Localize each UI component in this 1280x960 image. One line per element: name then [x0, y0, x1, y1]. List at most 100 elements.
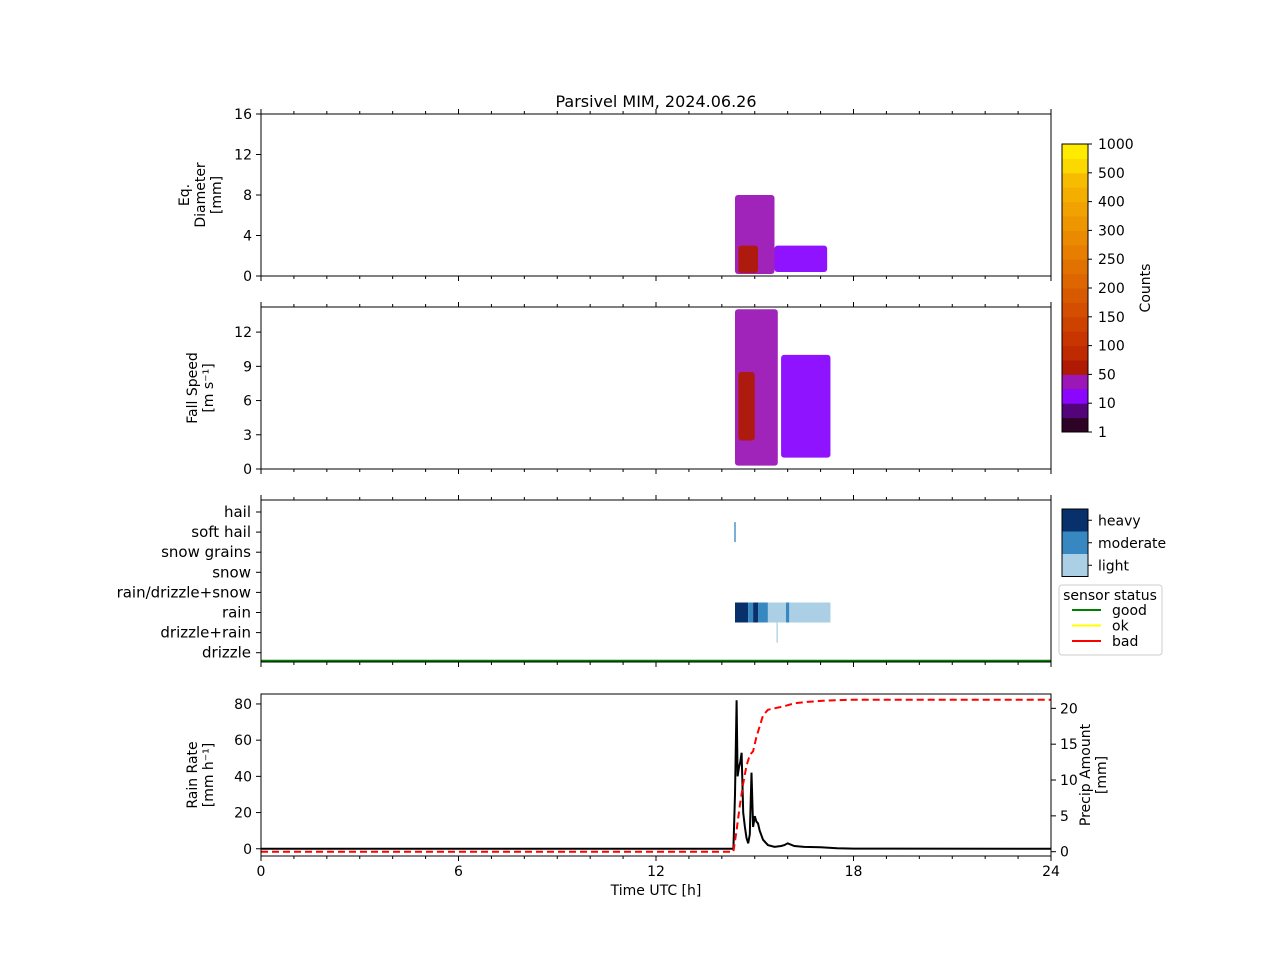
colorbar-tick-label: 150: [1098, 310, 1125, 326]
colorbar-segment: [1062, 403, 1088, 419]
y-tick-label: 60: [234, 733, 252, 749]
colorbar-segment: [1062, 273, 1088, 289]
y-axis-label: Fall Speed: [185, 352, 201, 423]
colorbar-tick-label: 400: [1098, 195, 1125, 211]
axes-frame: [260, 693, 1052, 857]
axes-frame: [260, 113, 1052, 277]
precip-amount-line: [261, 698, 1051, 853]
colorbar-segment: [1062, 144, 1088, 159]
y-axis-label: [mm h⁻¹]: [201, 743, 217, 808]
colorbar-segment: [1062, 230, 1088, 246]
y-axis-label-right: [mm]: [1094, 756, 1110, 794]
colorbar-segment: [1062, 360, 1088, 375]
category-label: rain/drizzle+snow: [117, 583, 251, 601]
colorbar-tick-label: 1000: [1098, 137, 1134, 153]
y-tick-label: 0: [243, 842, 252, 858]
x-tick-label: 24: [1042, 864, 1060, 880]
count-cell: [738, 372, 755, 441]
axes-frame: [260, 499, 1052, 663]
y-tick-label: 40: [234, 769, 252, 785]
colorbar-segment: [1062, 316, 1088, 332]
precip-type-segment: [786, 602, 790, 623]
y-tick-label-right: 10: [1060, 773, 1078, 789]
colorbar-segment: [1062, 216, 1088, 231]
legend-label: ok: [1112, 619, 1130, 635]
category-label: soft hail: [191, 523, 251, 541]
axes-frame: [260, 306, 1052, 470]
diameter-panel: 0 4 8 12 16 Eq. Diameter [mm]: [177, 107, 1052, 285]
y-axis-label: Eq.: [177, 184, 193, 206]
colorbar-label: Counts: [1138, 264, 1154, 313]
y-tick-label: 80: [234, 697, 252, 713]
colorbar-segment: [1062, 345, 1088, 361]
colorbar-segment: [1062, 288, 1088, 303]
colorbar-tick-label: 250: [1098, 252, 1125, 268]
y-tick-label: 9: [243, 359, 252, 375]
colorbar-segment: [1062, 374, 1088, 390]
precip-type-panel: hail soft hail snow grains snow rain/drizzle…: [117, 495, 1052, 667]
y-tick-label: 6: [243, 394, 252, 410]
legend-label: bad: [1112, 634, 1138, 650]
y-axis-label-right: Precip Amount: [1078, 723, 1094, 826]
colorbar-tick-label: 300: [1098, 223, 1125, 239]
colorbar-segment: [1062, 201, 1088, 217]
colorbar-segment: [1062, 331, 1088, 347]
colorbar-tick-label: 1: [1098, 425, 1107, 441]
precip-type-segment: [734, 522, 736, 543]
category-label: drizzle: [202, 644, 251, 662]
fall-speed-panel: 0 3 6 9 12 Fall Speed [m s⁻¹]: [185, 302, 1052, 478]
precip-type-segment: [776, 622, 778, 643]
y-axis-label: Rain Rate: [185, 741, 201, 808]
y-tick-label-right: 15: [1060, 737, 1078, 753]
y-tick-label: 8: [243, 188, 252, 204]
counts-colorbar: 1 10 50 100 150 200 250 300 400 500 1000 Counts: [1061, 137, 1154, 441]
colorbar-tick-label: 500: [1098, 166, 1125, 182]
precip-type-segment: [735, 602, 749, 623]
colorbar-segment: [1062, 388, 1088, 404]
legend-title: sensor status: [1063, 588, 1157, 604]
y-tick-label-right: 5: [1060, 809, 1069, 825]
colorbar-tick-label: 50: [1098, 367, 1116, 383]
colorbar-tick-label: 10: [1098, 396, 1116, 412]
precip-type-segment: [748, 602, 754, 623]
count-cell: [738, 245, 759, 273]
precip-type-segment: [789, 602, 831, 623]
precip-type-segment: [767, 602, 787, 623]
y-tick-label-right: 20: [1060, 701, 1078, 717]
intensity-swatch: [1062, 509, 1088, 532]
intensity-label: heavy: [1098, 513, 1141, 529]
colorbar-segment: [1062, 172, 1088, 188]
y-tick-label-right: 0: [1060, 845, 1069, 861]
y-tick-label: 4: [243, 229, 252, 245]
y-axis-label: [m s⁻¹]: [201, 363, 217, 412]
intensity-legend: heavy moderate light: [1061, 508, 1166, 577]
x-tick-label: 18: [845, 864, 863, 880]
x-tick-label: 6: [454, 864, 463, 880]
x-axis-label: Time UTC [h]: [610, 883, 702, 899]
x-tick-label: 12: [647, 864, 665, 880]
chart-title: Parsivel MIM, 2024.06.26: [555, 92, 756, 111]
y-tick-label: 20: [234, 806, 252, 822]
colorbar-segment: [1062, 158, 1088, 174]
y-tick-label: 12: [234, 148, 252, 164]
precip-type-segment: [758, 602, 768, 623]
category-label: snow grains: [161, 543, 251, 561]
category-label: rain: [222, 604, 251, 622]
category-label: hail: [224, 503, 251, 521]
intensity-label: light: [1098, 558, 1130, 574]
category-label: drizzle+rain: [160, 624, 251, 642]
y-tick-label: 3: [243, 428, 252, 444]
legend-box: [1058, 584, 1163, 656]
intensity-label: moderate: [1098, 536, 1166, 552]
colorbar-segment: [1062, 417, 1088, 433]
y-axis-label: [mm]: [209, 176, 225, 214]
colorbar-segment: [1062, 302, 1088, 318]
y-tick-label: 16: [234, 107, 252, 123]
intensity-frame: [1061, 508, 1089, 577]
colorbar-segment: [1062, 187, 1088, 203]
count-cell: [781, 354, 831, 458]
y-axis-label: Diameter: [193, 162, 209, 228]
